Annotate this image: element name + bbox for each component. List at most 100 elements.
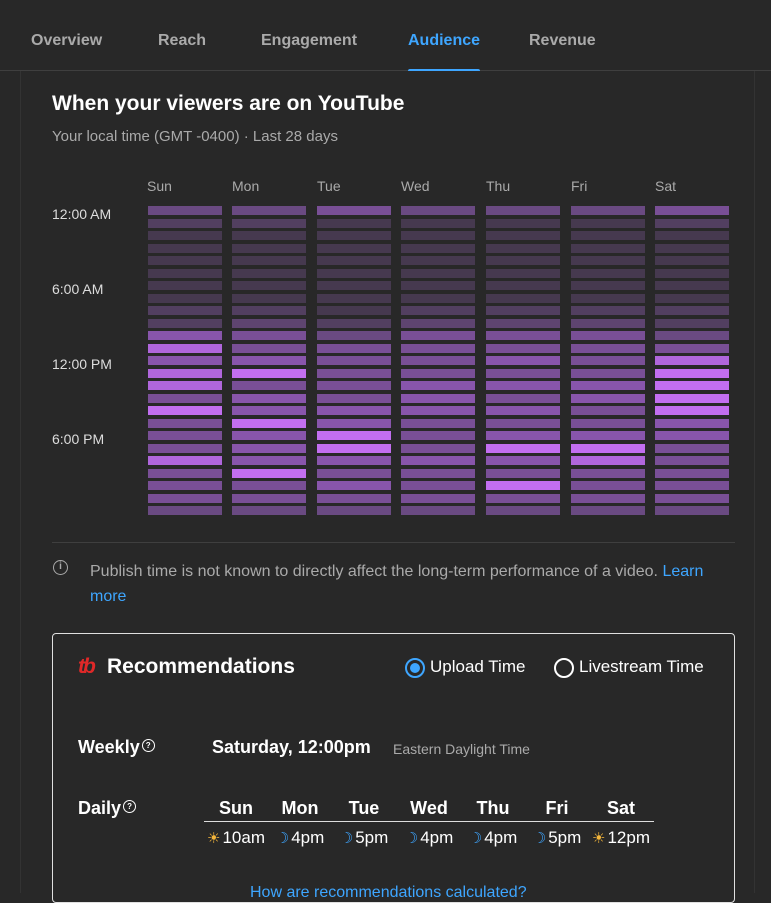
heatmap-cell[interactable] [317, 406, 391, 415]
heatmap-cell[interactable] [486, 444, 560, 453]
tab-engagement[interactable]: Engagement [261, 32, 358, 49]
heatmap-cell[interactable] [317, 344, 391, 353]
heatmap-cell[interactable] [401, 331, 475, 340]
heatmap-cell[interactable] [486, 506, 560, 515]
heatmap-cell[interactable] [486, 244, 560, 253]
heatmap-cell[interactable] [232, 319, 306, 328]
heatmap-cell[interactable] [148, 331, 222, 340]
heatmap-cell[interactable] [317, 294, 391, 303]
heatmap-cell[interactable] [148, 369, 222, 378]
heatmap-cell[interactable] [232, 456, 306, 465]
heatmap-cell[interactable] [148, 506, 222, 515]
heatmap-cell[interactable] [571, 369, 645, 378]
heatmap-cell[interactable] [401, 456, 475, 465]
livestream-time-label[interactable]: Livestream Time [579, 657, 704, 676]
heatmap-cell[interactable] [148, 206, 222, 215]
heatmap-cell[interactable] [232, 494, 306, 503]
heatmap-cell[interactable] [148, 256, 222, 265]
heatmap-cell[interactable] [232, 506, 306, 515]
heatmap-cell[interactable] [486, 331, 560, 340]
heatmap-cell[interactable] [401, 494, 475, 503]
heatmap-cell[interactable] [401, 431, 475, 440]
heatmap-cell[interactable] [486, 431, 560, 440]
heatmap-cell[interactable] [232, 256, 306, 265]
heatmap-cell[interactable] [655, 444, 729, 453]
heatmap-cell[interactable] [317, 206, 391, 215]
heatmap-cell[interactable] [486, 344, 560, 353]
heatmap-cell[interactable] [655, 344, 729, 353]
heatmap-cell[interactable] [401, 306, 475, 315]
tab-revenue[interactable]: Revenue [529, 32, 596, 49]
heatmap-cell[interactable] [486, 394, 560, 403]
heatmap-cell[interactable] [232, 344, 306, 353]
heatmap-cell[interactable] [571, 406, 645, 415]
heatmap-cell[interactable] [317, 494, 391, 503]
heatmap-cell[interactable] [232, 356, 306, 365]
heatmap-cell[interactable] [232, 431, 306, 440]
tab-reach[interactable]: Reach [158, 32, 207, 49]
recommendations-calculation-link[interactable]: How are recommendations calculated? [250, 884, 527, 901]
heatmap-cell[interactable] [401, 381, 475, 390]
heatmap-cell[interactable] [148, 231, 222, 240]
heatmap-cell[interactable] [571, 419, 645, 428]
heatmap-cell[interactable] [401, 231, 475, 240]
heatmap-cell[interactable] [401, 444, 475, 453]
heatmap-cell[interactable] [486, 469, 560, 478]
heatmap-cell[interactable] [148, 431, 222, 440]
heatmap-cell[interactable] [571, 356, 645, 365]
heatmap-cell[interactable] [571, 294, 645, 303]
heatmap-cell[interactable] [148, 406, 222, 415]
heatmap-cell[interactable] [655, 356, 729, 365]
heatmap-cell[interactable] [486, 294, 560, 303]
heatmap-cell[interactable] [401, 394, 475, 403]
upload-time-radio[interactable] [405, 658, 425, 678]
heatmap-cell[interactable] [655, 231, 729, 240]
heatmap-cell[interactable] [232, 219, 306, 228]
heatmap-cell[interactable] [317, 319, 391, 328]
heatmap-cell[interactable] [401, 481, 475, 490]
heatmap-cell[interactable] [232, 369, 306, 378]
heatmap-cell[interactable] [655, 494, 729, 503]
heatmap-cell[interactable] [317, 431, 391, 440]
heatmap-cell[interactable] [317, 306, 391, 315]
heatmap-cell[interactable] [232, 231, 306, 240]
heatmap-cell[interactable] [571, 481, 645, 490]
heatmap-cell[interactable] [401, 419, 475, 428]
heatmap-cell[interactable] [148, 306, 222, 315]
heatmap-cell[interactable] [148, 319, 222, 328]
heatmap-cell[interactable] [571, 244, 645, 253]
heatmap-cell[interactable] [571, 469, 645, 478]
heatmap-cell[interactable] [486, 406, 560, 415]
heatmap-cell[interactable] [232, 294, 306, 303]
livestream-time-radio[interactable] [554, 658, 574, 678]
heatmap-cell[interactable] [655, 244, 729, 253]
heatmap-cell[interactable] [655, 369, 729, 378]
heatmap-cell[interactable] [486, 481, 560, 490]
heatmap-cell[interactable] [401, 244, 475, 253]
heatmap-cell[interactable] [232, 244, 306, 253]
heatmap-cell[interactable] [486, 419, 560, 428]
heatmap-cell[interactable] [317, 331, 391, 340]
heatmap-cell[interactable] [486, 269, 560, 278]
heatmap-cell[interactable] [655, 469, 729, 478]
heatmap-cell[interactable] [401, 344, 475, 353]
heatmap-cell[interactable] [655, 381, 729, 390]
heatmap-cell[interactable] [486, 231, 560, 240]
heatmap-cell[interactable] [232, 281, 306, 290]
tab-audience[interactable]: Audience [408, 0, 481, 72]
heatmap-cell[interactable] [148, 381, 222, 390]
heatmap-cell[interactable] [317, 269, 391, 278]
heatmap-cell[interactable] [486, 281, 560, 290]
heatmap-cell[interactable] [148, 356, 222, 365]
heatmap-cell[interactable] [232, 406, 306, 415]
heatmap-cell[interactable] [655, 331, 729, 340]
help-icon[interactable]: ? [123, 800, 137, 813]
heatmap-cell[interactable] [148, 494, 222, 503]
heatmap-cell[interactable] [486, 369, 560, 378]
heatmap-cell[interactable] [232, 394, 306, 403]
heatmap-cell[interactable] [317, 244, 391, 253]
tab-overview[interactable]: Overview [31, 32, 103, 49]
heatmap-cell[interactable] [317, 256, 391, 265]
heatmap-cell[interactable] [486, 381, 560, 390]
heatmap-cell[interactable] [401, 281, 475, 290]
